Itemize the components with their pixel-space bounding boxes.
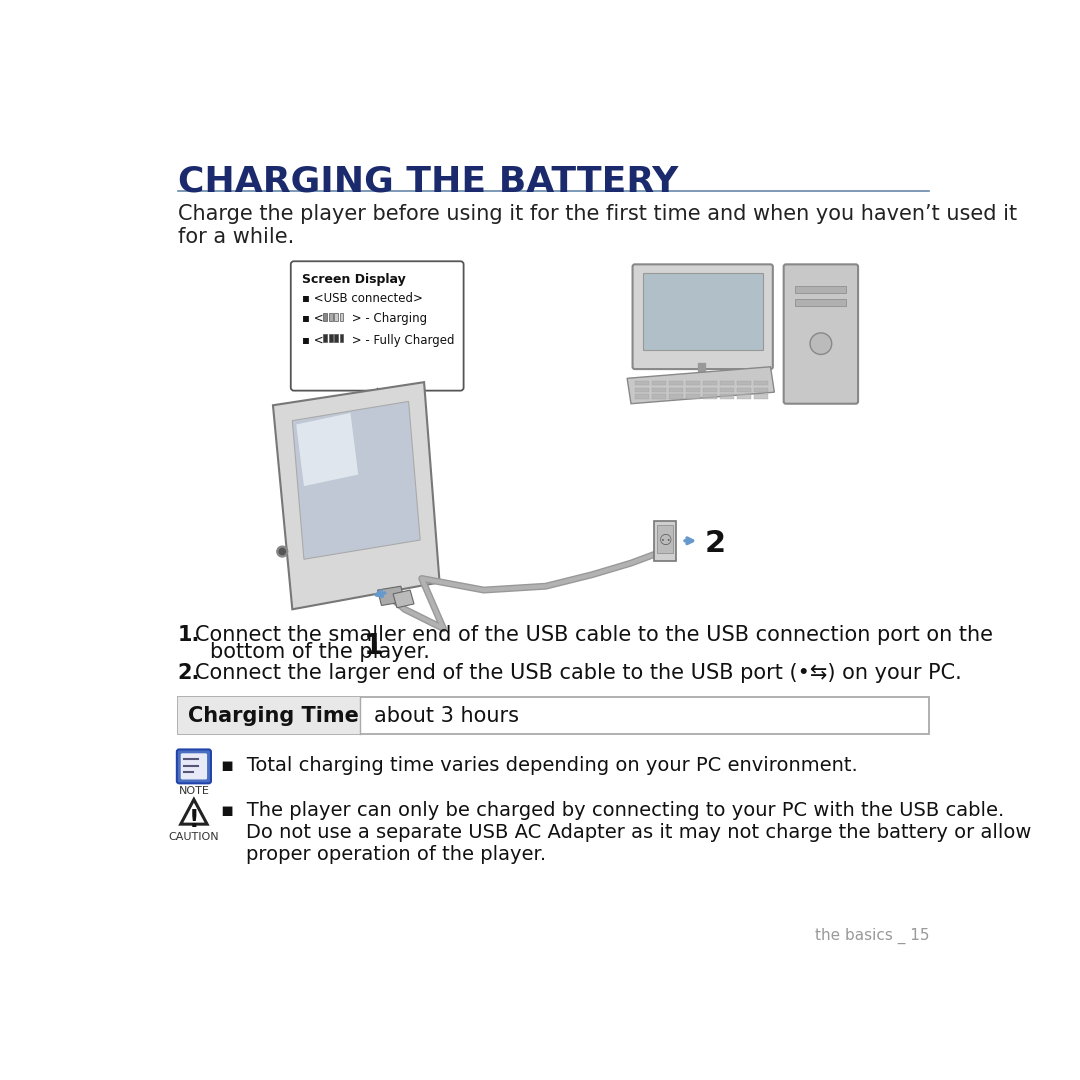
Bar	[679, 383, 726, 390]
Text: > - Charging: > - Charging	[348, 312, 428, 325]
Bar	[669, 394, 683, 400]
Bar	[703, 394, 717, 400]
FancyBboxPatch shape	[784, 265, 859, 404]
Text: !: !	[189, 808, 199, 832]
Bar	[654, 521, 676, 561]
Text: CHARGING THE BATTERY: CHARGING THE BATTERY	[177, 164, 678, 199]
Bar	[738, 388, 751, 392]
Bar	[738, 394, 751, 400]
Circle shape	[279, 549, 285, 555]
Text: ▪  Total charging time varies depending on your PC environment.: ▪ Total charging time varies depending o…	[221, 756, 858, 775]
Text: ▪  The player can only be charged by connecting to your PC with the USB cable.
 : ▪ The player can only be charged by conn…	[221, 801, 1031, 864]
Text: 1: 1	[364, 633, 383, 660]
Text: Connect the smaller end of the USB cable to the USB connection port on the: Connect the smaller end of the USB cable…	[194, 624, 993, 645]
Text: ▪ <: ▪ <	[302, 334, 327, 347]
Text: Charge the player before using it for the first time and when you haven’t used i: Charge the player before using it for th…	[177, 204, 1016, 247]
Bar	[323, 335, 327, 342]
Bar	[635, 380, 649, 386]
Polygon shape	[378, 586, 405, 606]
Text: ▪ <: ▪ <	[302, 312, 327, 325]
Bar	[635, 388, 649, 392]
Bar	[669, 380, 683, 386]
FancyBboxPatch shape	[180, 754, 207, 780]
Text: > - Fully Charged: > - Fully Charged	[348, 334, 455, 347]
Bar	[652, 394, 666, 400]
Bar	[339, 335, 343, 342]
Bar	[658, 525, 673, 553]
FancyBboxPatch shape	[177, 750, 211, 783]
Bar	[703, 388, 717, 392]
Polygon shape	[180, 799, 207, 824]
Bar	[738, 380, 751, 386]
Bar	[795, 286, 847, 293]
Bar	[754, 394, 768, 400]
Bar	[669, 388, 683, 392]
Bar	[635, 394, 649, 400]
Bar	[795, 299, 847, 306]
Bar	[643, 273, 762, 350]
Bar	[652, 388, 666, 392]
Bar	[334, 313, 338, 321]
Bar	[686, 394, 700, 400]
Polygon shape	[273, 382, 440, 609]
Polygon shape	[627, 367, 774, 404]
Text: about 3 hours: about 3 hours	[374, 705, 518, 726]
Bar	[720, 388, 734, 392]
Text: Screen Display: Screen Display	[302, 273, 406, 286]
Text: 2: 2	[704, 529, 726, 558]
Text: 2.: 2.	[177, 663, 200, 684]
Text: ▪ <USB connected>: ▪ <USB connected>	[302, 292, 423, 305]
Bar	[720, 394, 734, 400]
FancyBboxPatch shape	[633, 265, 773, 369]
FancyBboxPatch shape	[291, 261, 463, 391]
Text: ⚇: ⚇	[659, 534, 672, 549]
Text: CAUTION: CAUTION	[168, 832, 219, 841]
Text: Charging Time: Charging Time	[189, 705, 360, 726]
Bar	[703, 380, 717, 386]
Polygon shape	[293, 402, 420, 559]
Text: the basics _ 15: the basics _ 15	[815, 928, 930, 944]
Text: Connect the larger end of the USB cable to the USB port (•⇆) on your PC.: Connect the larger end of the USB cable …	[194, 663, 961, 684]
Bar	[328, 335, 333, 342]
Polygon shape	[296, 413, 359, 486]
Circle shape	[810, 333, 832, 354]
Text: bottom of the player.: bottom of the player.	[211, 642, 430, 662]
Polygon shape	[393, 590, 414, 608]
Bar	[339, 313, 343, 321]
Bar	[754, 388, 768, 392]
Bar	[323, 313, 327, 321]
Bar	[177, 697, 360, 734]
Bar	[686, 388, 700, 392]
Text: NOTE: NOTE	[178, 785, 210, 796]
Bar	[652, 380, 666, 386]
Bar	[686, 380, 700, 386]
Bar	[177, 697, 930, 734]
Bar	[754, 380, 768, 386]
Bar	[720, 380, 734, 386]
Bar	[334, 335, 338, 342]
Circle shape	[276, 546, 287, 557]
Bar	[328, 313, 333, 321]
Text: 1.: 1.	[177, 624, 200, 645]
